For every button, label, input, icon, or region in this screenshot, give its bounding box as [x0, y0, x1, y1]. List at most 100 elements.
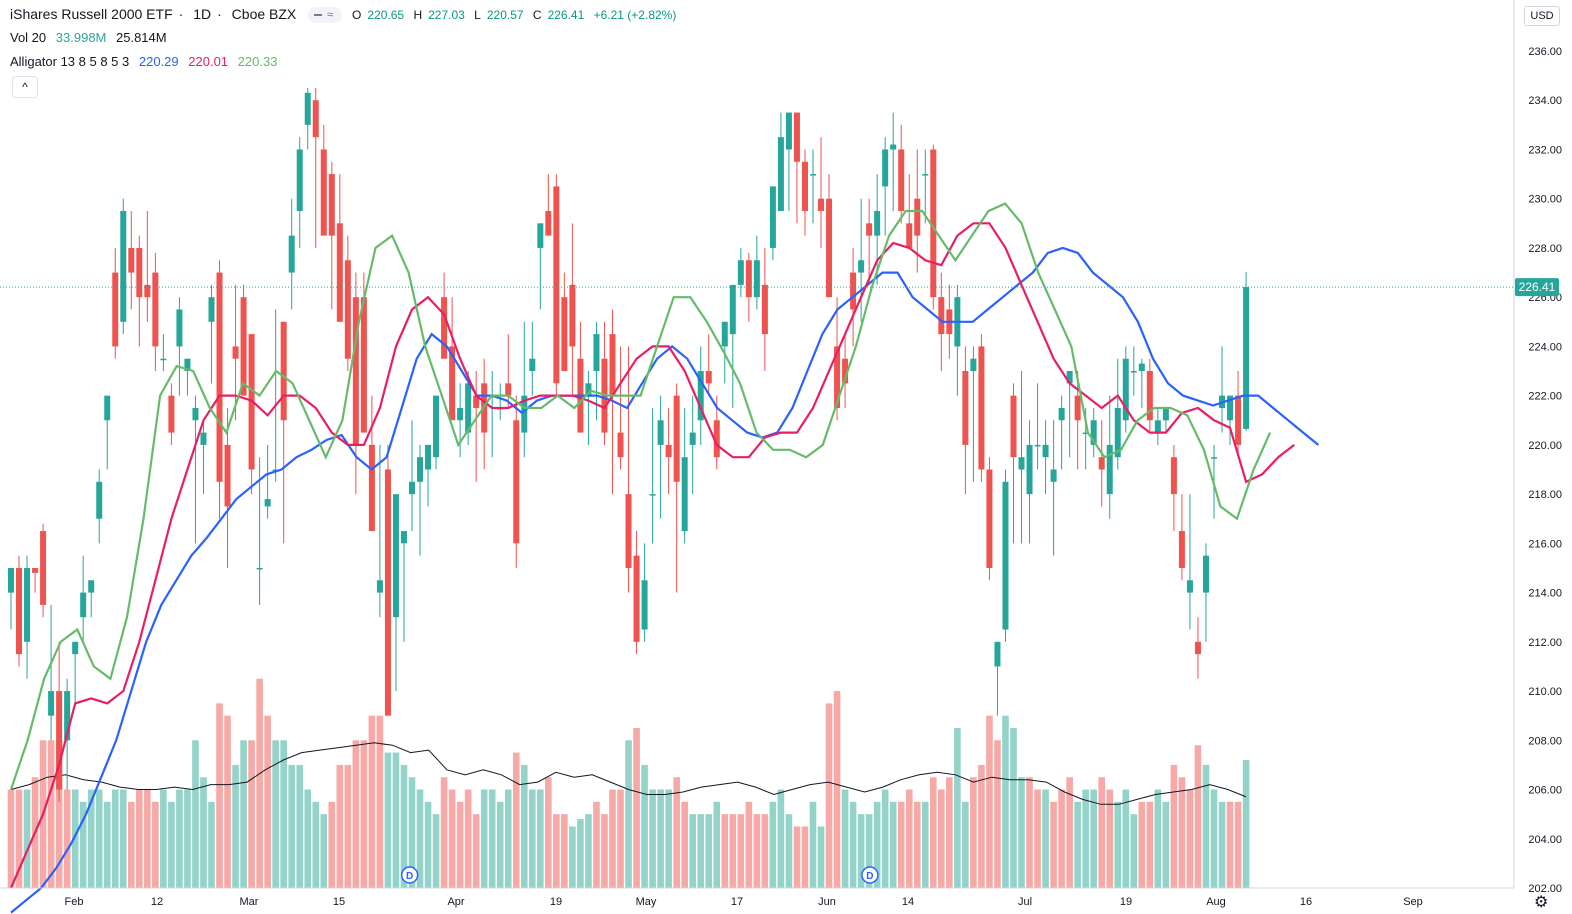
volume-bar: [1114, 801, 1122, 888]
candle-body: [1146, 371, 1153, 421]
y-tick-label: 212.00: [1528, 637, 1562, 649]
candle-body: [1034, 444, 1041, 447]
volume-bar: [344, 764, 352, 888]
y-tick-label: 236.00: [1528, 46, 1562, 58]
y-tick-label: 224.00: [1528, 341, 1562, 353]
volume-bar: [825, 703, 833, 888]
candle-body: [882, 149, 889, 187]
time-axis[interactable]: Feb 12 Mar 15 Apr 19 May 17 Jun 14 Jul 19 Aug 16 Sep: [0, 887, 1514, 908]
volume-bar: [1058, 789, 1065, 888]
volume-bar: [272, 740, 279, 888]
candle-body: [609, 334, 616, 396]
y-tick-label: 218.00: [1528, 489, 1562, 501]
candle-body: [761, 284, 768, 335]
candle-body: [136, 247, 143, 298]
x-tick-label: Jul: [1018, 896, 1032, 908]
volume-bar: [144, 789, 151, 888]
volume-bar: [817, 826, 825, 888]
candle-body: [753, 260, 760, 298]
candle-body: [184, 358, 191, 372]
candle-body: [1243, 287, 1250, 429]
volume-bar: [47, 740, 55, 888]
volume-bar: [1170, 764, 1178, 888]
volume-label[interactable]: Vol 20: [10, 30, 47, 45]
candle-body: [689, 432, 696, 445]
volume-bar: [1242, 759, 1250, 888]
volume-bar: [865, 814, 873, 888]
volume-bar: [665, 789, 672, 888]
x-tick-label: Feb: [65, 896, 84, 908]
candle-body: [633, 555, 640, 642]
candle-body: [40, 531, 47, 605]
volume-bar: [200, 777, 207, 888]
candle-body: [537, 223, 544, 248]
candle-body: [617, 432, 624, 458]
candle-body: [1114, 407, 1121, 458]
volume-bar: [1210, 789, 1218, 888]
alligator-label[interactable]: Alligator 13 8 5 8 5 3: [10, 54, 130, 69]
volume-bar: [456, 801, 464, 888]
candle-body: [1186, 580, 1193, 593]
candle-body: [441, 297, 448, 359]
candle-body: [240, 297, 247, 396]
volume-bar: [15, 789, 23, 888]
volume-bar: [63, 789, 71, 888]
volume-bar: [561, 814, 568, 888]
candle-body: [376, 580, 383, 593]
volume-bar: [408, 777, 416, 888]
teeth-value: 220.01: [188, 54, 229, 69]
candle-body: [1162, 407, 1169, 421]
x-tick-label: May: [636, 896, 657, 908]
volume-bar: [585, 814, 592, 888]
y-tick-label: 202.00: [1528, 883, 1562, 895]
volume-bar: [328, 801, 336, 888]
candle-body: [729, 284, 736, 335]
volume-bar: [553, 814, 560, 888]
volume-bar: [617, 789, 624, 888]
candle-body: [328, 174, 335, 236]
wave-icon: ≈: [327, 9, 334, 22]
candle-body: [224, 444, 231, 507]
low-value: 220.57: [486, 8, 524, 22]
volume-bar: [1066, 777, 1073, 888]
candle-body: [384, 469, 391, 716]
volume-bar: [537, 789, 544, 888]
volume-bar: [1050, 801, 1057, 888]
volume-bar: [994, 740, 1001, 888]
collapse-legend-button[interactable]: ^: [12, 76, 38, 98]
candle-body: [986, 469, 993, 568]
currency-button[interactable]: USD: [1524, 6, 1560, 26]
volume-bar: [208, 801, 215, 888]
volume-bar: [785, 814, 793, 888]
candle-body: [216, 272, 223, 482]
volume-bar: [192, 740, 199, 888]
candle-body: [665, 444, 672, 458]
volume-bar: [1122, 789, 1130, 888]
candle-body: [850, 272, 857, 310]
volume-bar: [264, 715, 271, 888]
volume-bar: [962, 801, 969, 888]
volume-bar: [248, 740, 255, 888]
volume-bar: [753, 814, 761, 888]
candle-body: [649, 494, 656, 496]
y-tick-label: 222.00: [1528, 391, 1562, 403]
candle-body: [673, 395, 680, 482]
change-value: +6.21 (+2.82%): [593, 8, 677, 22]
candle-body: [344, 260, 351, 359]
candle-body: [449, 346, 456, 421]
candle-body: [810, 174, 816, 176]
price-axis[interactable]: 202.00 204.00 206.00 208.00 210.00 212.00 214.…: [1513, 0, 1572, 914]
minus-icon: [314, 14, 323, 17]
candle-body: [48, 691, 55, 716]
candle-body: [417, 457, 424, 482]
status-badge[interactable]: ≈: [308, 7, 343, 24]
volume-bar: [376, 715, 384, 888]
gear-icon[interactable]: ⚙: [1534, 894, 1549, 911]
symbol-title[interactable]: iShares Russell 2000 ETF: [10, 6, 173, 22]
candle-body: [545, 211, 552, 236]
interval[interactable]: 1D: [193, 6, 212, 22]
volume-bar: [1002, 715, 1009, 888]
volume-bar: [1162, 801, 1170, 888]
candle-body: [994, 641, 1001, 667]
